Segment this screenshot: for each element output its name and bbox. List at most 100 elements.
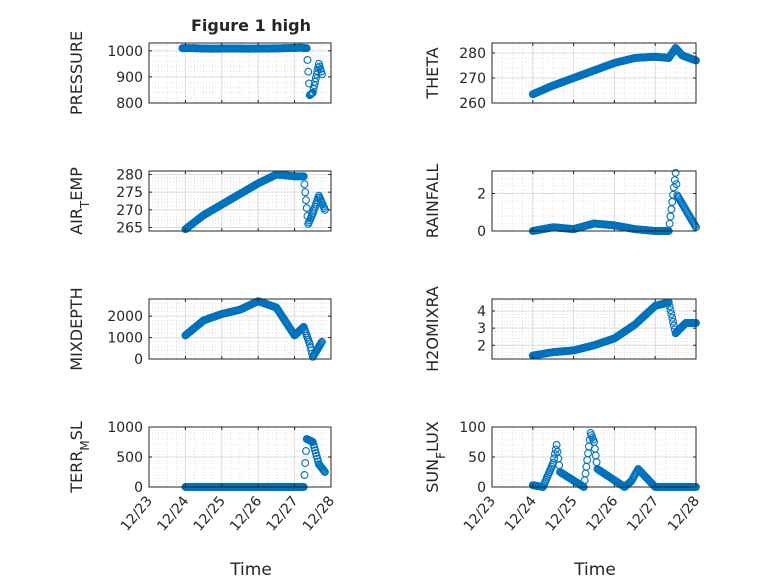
- data-point: [671, 168, 680, 177]
- axes-pressure: 800 900 1000 PRESSURE: [67, 31, 332, 115]
- data-point: [666, 212, 675, 221]
- y-axis-label: SUNFLUX: [423, 421, 448, 493]
- y-tick-label: 800: [116, 96, 143, 112]
- axes-frame: [491, 298, 697, 360]
- axes-theta: 260 270 280 THETA: [423, 42, 700, 112]
- data-point: [302, 196, 310, 205]
- axes-rainfall: 0 2 RAINFALL: [423, 164, 700, 240]
- y-tick-label: 280: [116, 168, 143, 184]
- data-point: [665, 302, 674, 311]
- data-point: [303, 56, 312, 64]
- x-tick-label: 12/27: [263, 493, 301, 534]
- axes-frame: [148, 298, 332, 360]
- data-point: [308, 88, 317, 97]
- y-tick-label: 2: [477, 187, 486, 203]
- y-tick-label: 0: [477, 224, 486, 240]
- data-point: [302, 44, 311, 53]
- data-point: [667, 205, 676, 214]
- data-point: [669, 321, 678, 330]
- y-tick-label: 2: [477, 338, 486, 354]
- y-tick-label: 1000: [107, 44, 143, 60]
- data-point: [320, 468, 329, 476]
- axes-sun-flux: 0 50 100 SUNFLUX 12/23 12/24 12/25 12/26 12/27 12…: [423, 420, 703, 534]
- data-point: [670, 176, 679, 185]
- y-tick-label: 4: [477, 304, 486, 320]
- y-tick-label: 270: [116, 203, 143, 219]
- axes-frame: [491, 42, 697, 104]
- y-tick-label: 1000: [107, 331, 143, 347]
- data-point: [319, 466, 328, 474]
- x-tick-label: 12/25: [191, 493, 229, 534]
- data-point: [311, 74, 320, 83]
- data-point: [672, 180, 681, 189]
- data-point: [317, 70, 326, 79]
- x-tick-label: 12/24: [502, 493, 540, 534]
- y-tick-label: 3: [477, 321, 486, 337]
- x-tick-label: 12/26: [583, 493, 621, 534]
- y-tick-label: 275: [116, 185, 143, 201]
- data-point: [310, 81, 319, 90]
- data-point: [668, 197, 677, 206]
- data-point: [301, 188, 310, 197]
- y-tick-label: 900: [116, 70, 143, 86]
- data-point: [301, 459, 310, 467]
- y-axis-label: PRESSURE: [67, 31, 86, 115]
- data-point: [311, 77, 320, 86]
- y-axis-label: RAINFALL: [423, 164, 442, 239]
- data-point: [320, 467, 329, 475]
- data-point: [669, 317, 677, 326]
- data-point: [302, 447, 310, 455]
- data-point: [308, 89, 316, 98]
- data-point: [299, 172, 308, 181]
- axes-mixdepth: 0 1000 2000 MIXDEPTH: [67, 287, 332, 371]
- y-tick-label: 0: [134, 480, 143, 496]
- y-tick-label: 270: [459, 71, 486, 87]
- axes-frame: [148, 170, 332, 232]
- data-point: [668, 313, 677, 322]
- x-tick-label: 12/24: [154, 493, 192, 534]
- y-tick-label: 260: [459, 96, 486, 112]
- x-axis-label-right: Time: [573, 560, 616, 580]
- data-point: [300, 180, 309, 189]
- axes-h2omixra: 234 H2OMIXRA: [423, 286, 700, 372]
- y-tick-label: 265: [116, 220, 143, 236]
- x-tick-label: 12/23: [461, 493, 499, 534]
- y-tick-label: 50: [468, 450, 486, 466]
- y-tick-label: 0: [477, 480, 486, 496]
- data-point: [307, 89, 316, 98]
- axes-frame: [491, 170, 697, 232]
- x-tick-label: 12/25: [542, 493, 580, 534]
- data-point: [691, 221, 700, 230]
- data-point: [300, 471, 309, 479]
- y-tick-label: 2000: [107, 309, 143, 325]
- data-point: [667, 310, 676, 318]
- x-tick-label: 12/28: [665, 493, 703, 534]
- y-axis-label: H2OMIXRA: [423, 286, 442, 372]
- data-point: [551, 445, 560, 454]
- x-axis-label-left: Time: [229, 560, 272, 580]
- x-tick-label: 12/27: [624, 493, 662, 534]
- y-tick-label: 500: [116, 450, 143, 466]
- data-point: [309, 85, 318, 93]
- data-point: [665, 219, 674, 228]
- y-tick-label: 1000: [107, 420, 143, 436]
- x-tick-label: 12/26: [227, 493, 265, 534]
- data-point: [304, 67, 313, 76]
- y-axis-label: MIXDEPTH: [67, 287, 86, 370]
- y-axis-label: AIRTEMP: [67, 167, 92, 235]
- data-point: [317, 337, 326, 346]
- y-tick-label: 0: [134, 352, 143, 368]
- y-tick-label: 100: [459, 420, 486, 436]
- data-point: [669, 190, 677, 199]
- data-point: [302, 204, 311, 213]
- figure-title: Figure 1 high: [191, 16, 311, 35]
- data-point: [550, 454, 558, 463]
- y-axis-label: THETA: [423, 47, 442, 99]
- x-tick-label: 12/23: [118, 493, 156, 534]
- y-tick-label: 280: [459, 46, 486, 62]
- x-tick-label: 12/28: [300, 493, 338, 534]
- y-axis-label: TERRMSL: [67, 421, 92, 494]
- data-point: [666, 306, 675, 315]
